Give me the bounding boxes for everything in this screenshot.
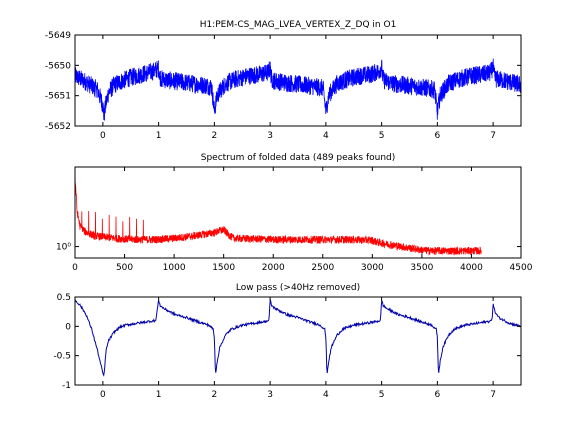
x-tick-label: 2: [212, 390, 218, 400]
x-tick-label: 1: [156, 131, 162, 141]
y-tick-label: -5652: [45, 122, 71, 132]
x-tick-label: 0: [100, 390, 106, 400]
panel-2-plot-area: [74, 166, 482, 256]
y-tick-label: 0.5: [57, 293, 71, 303]
x-tick-label: 500: [116, 263, 133, 273]
x-tick-label: 6: [435, 131, 441, 141]
x-tick-label: 4: [323, 131, 329, 141]
x-tick-label: 1500: [212, 263, 235, 273]
x-tick-label: 4000: [460, 263, 483, 273]
x-tick-label: 3: [267, 390, 273, 400]
panel-3-x-axis: 0 1 2 3 4 5 6 7: [100, 297, 496, 400]
x-tick-label: 3000: [361, 263, 384, 273]
y-tick-label: -5650: [45, 61, 71, 71]
panel-1-axes-frame: [74, 34, 522, 127]
x-tick-label: 2000: [262, 263, 285, 273]
x-tick-label: 5: [379, 131, 385, 141]
series-line: [74, 58, 522, 121]
y-tick-label: 10⁰: [56, 243, 71, 253]
x-tick-label: 2500: [311, 263, 334, 273]
panel-1-plot-area: [74, 58, 522, 121]
x-tick-label: 4500: [510, 263, 533, 273]
series-line: [74, 166, 482, 256]
panel-1-y-axis: -5649 -5650 -5651 -5652: [45, 31, 521, 132]
panel-low-pass: Low pass (>40Hz removed) 0 1 2 3 4 5 6 7 0.5 0 -0…: [53, 283, 522, 400]
panel-2-title: Spectrum of folded data (489 peaks found…: [201, 153, 396, 163]
panel-2-y-axis: 10⁰: [56, 243, 521, 253]
x-tick-label: 6: [435, 390, 441, 400]
y-tick-label: -5649: [45, 31, 71, 41]
panel-1-title: H1:PEM-CS_MAG_LVEA_VERTEX_Z_DQ in O1: [200, 20, 397, 30]
x-tick-label: 5: [379, 390, 385, 400]
panel-1-x-axis: 0 1 2 3 4 5 6 7: [100, 35, 496, 141]
panel-3-y-axis: 0.5 0 -0.5 -1: [53, 293, 521, 391]
x-tick-label: 3500: [410, 263, 433, 273]
panel-spectrum: Spectrum of folded data (489 peaks found…: [56, 153, 533, 273]
x-tick-label: 7: [490, 390, 496, 400]
y-tick-label: -1: [62, 381, 71, 391]
y-tick-label: 0: [65, 322, 71, 332]
x-tick-label: 7: [490, 131, 496, 141]
panel-2-axes-frame: [74, 166, 522, 259]
panel-3-axes-frame: [74, 296, 522, 386]
y-tick-label: -5651: [45, 92, 71, 102]
x-tick-label: 1: [156, 390, 162, 400]
series-line: [74, 298, 522, 377]
panel-raw-signal: H1:PEM-CS_MAG_LVEA_VERTEX_Z_DQ in O1 0 1 2…: [45, 20, 522, 141]
x-tick-label: 3: [267, 131, 273, 141]
x-tick-label: 0: [100, 131, 106, 141]
y-tick-label: -0.5: [53, 352, 71, 362]
x-tick-label: 2: [212, 131, 218, 141]
panel-3-title: Low pass (>40Hz removed): [236, 283, 360, 293]
x-tick-label: 0: [72, 263, 78, 273]
panel-2-x-axis: 0 500 1000 1500 2000 2500 3000 3500 4000 4500: [72, 167, 533, 273]
panel-3-plot-area: [74, 298, 522, 377]
x-tick-label: 4: [323, 390, 329, 400]
x-tick-label: 1000: [163, 263, 186, 273]
